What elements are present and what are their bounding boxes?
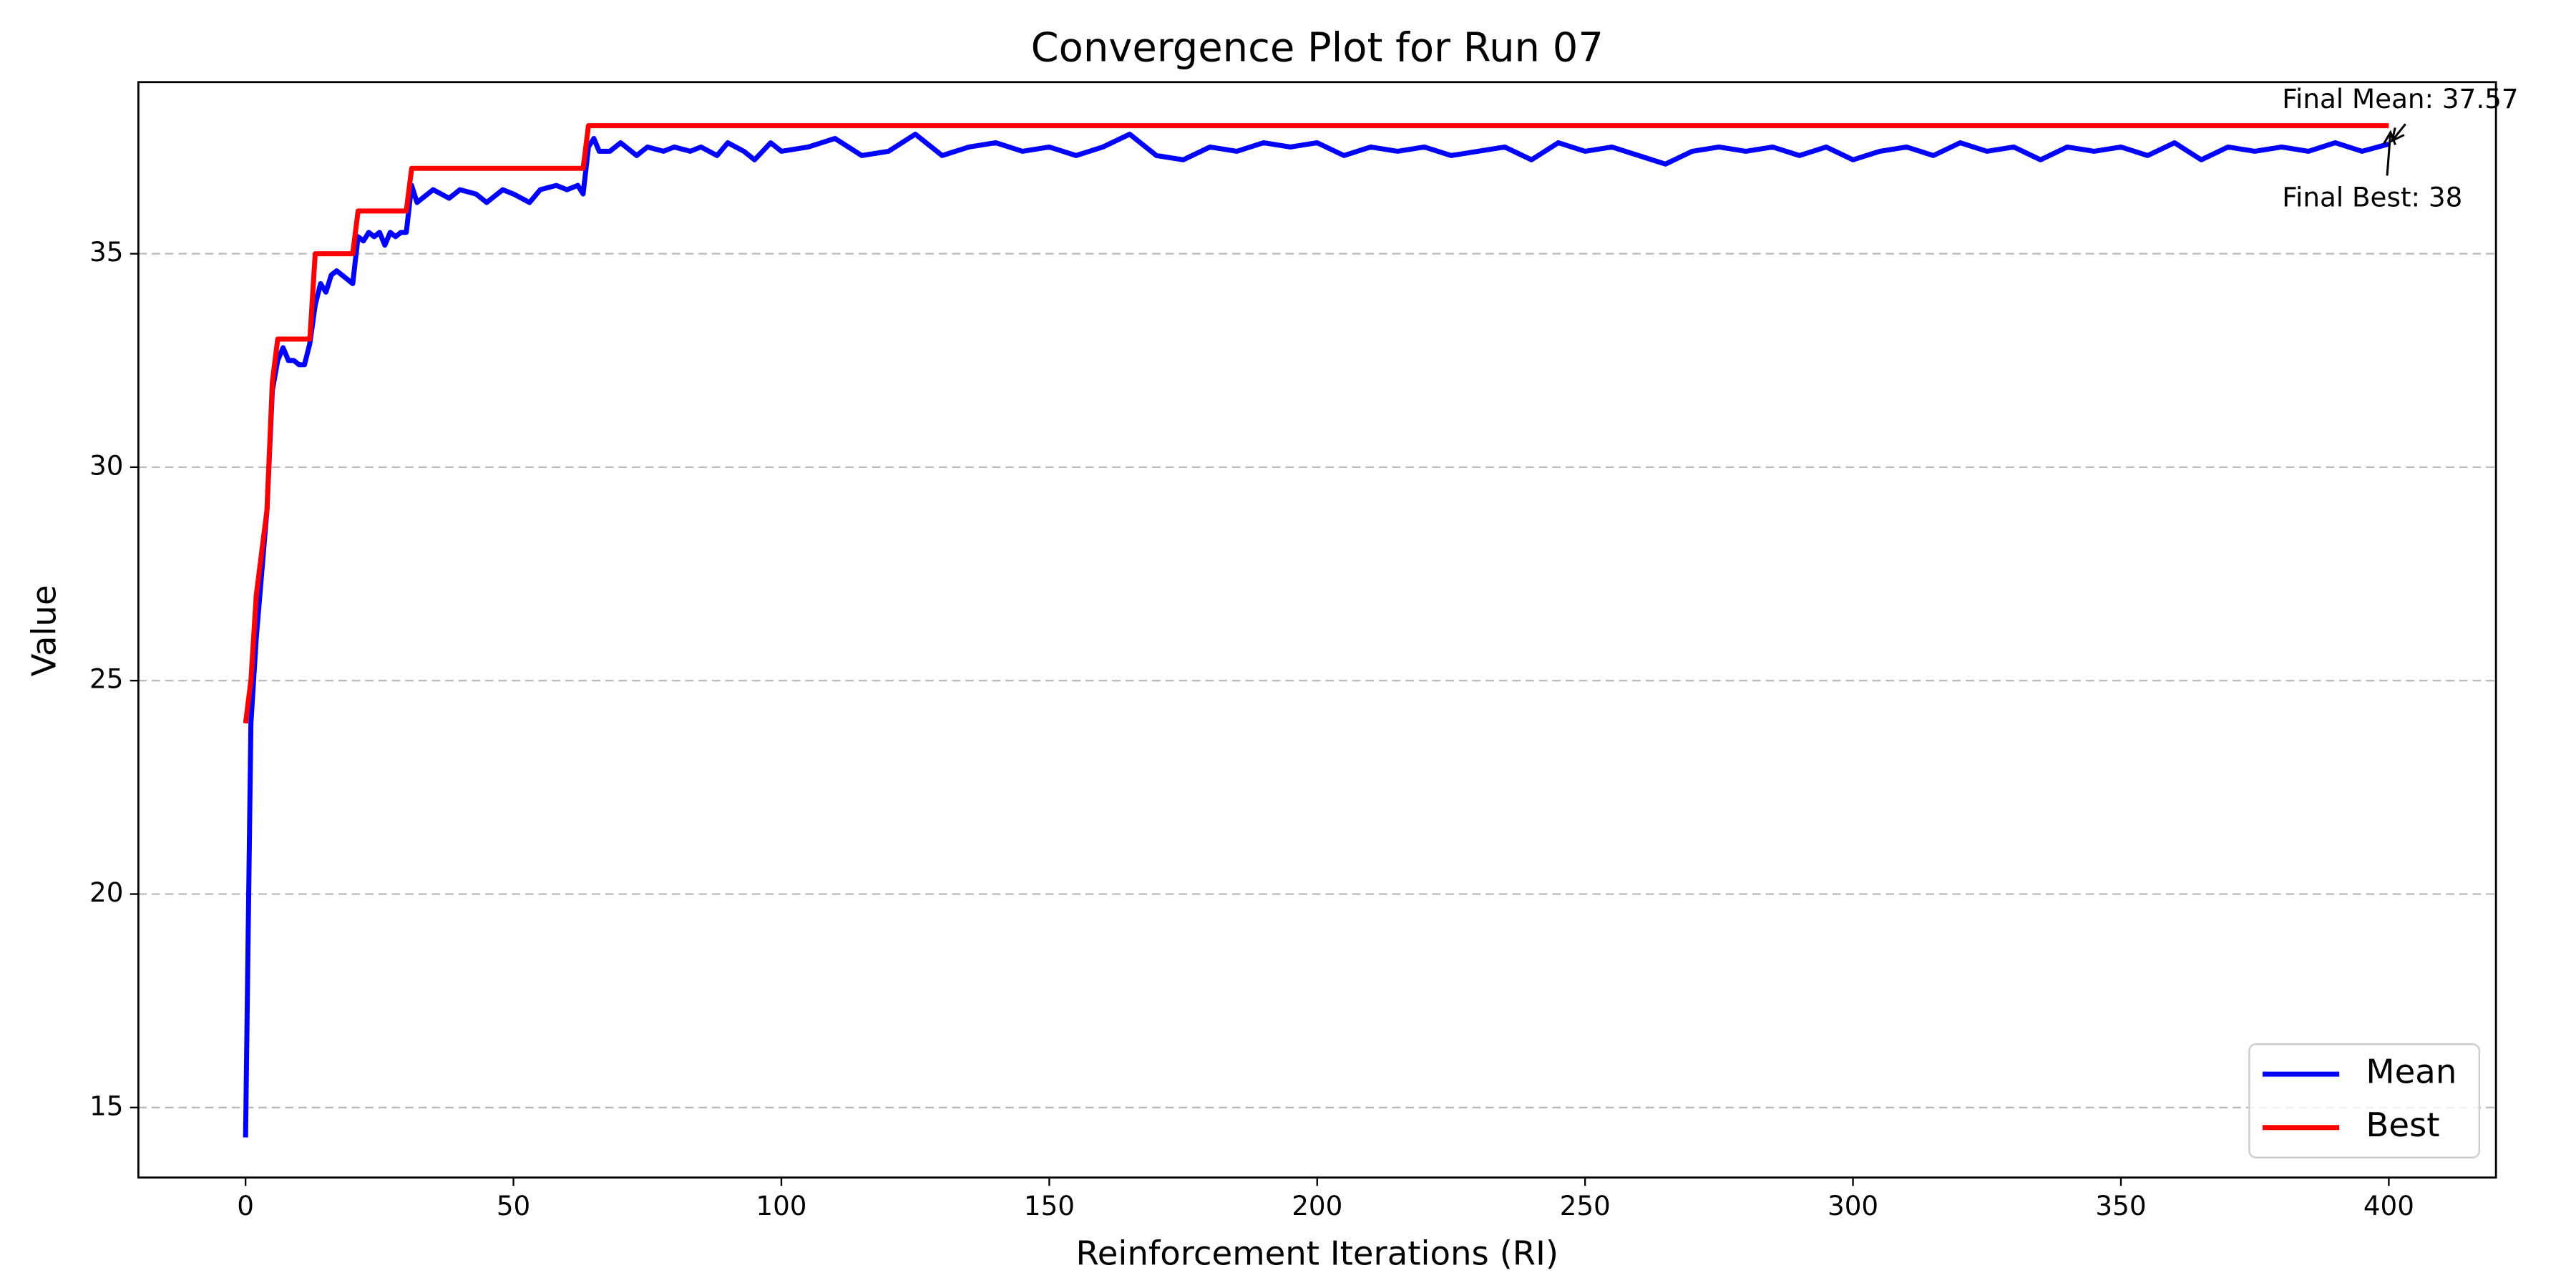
x-tick-label: 150 [1024, 1190, 1075, 1221]
x-tick-label: 350 [2095, 1190, 2146, 1221]
y-tick-label: 30 [89, 449, 123, 481]
x-tick-label: 200 [1292, 1190, 1342, 1221]
chart-title: Convergence Plot for Run 07 [1031, 25, 1604, 72]
y-axis-label: Value [25, 585, 64, 676]
annotation: Final Mean: 37.57 [2282, 83, 2518, 114]
x-axis-label: Reinforcement Iterations (RI) [1075, 1234, 1558, 1273]
x-tick-label: 400 [2363, 1190, 2414, 1221]
legend-label: Mean [2366, 1053, 2457, 1091]
x-tick-label: 0 [237, 1190, 254, 1221]
plot-frame [137, 81, 2497, 1179]
legend-label: Best [2366, 1106, 2439, 1144]
arrow-head [2390, 127, 2405, 143]
series-line [243, 132, 2390, 1138]
x-tick-label: 250 [1560, 1190, 1611, 1221]
x-tick-label: 100 [756, 1190, 806, 1221]
y-tick-label: 15 [89, 1090, 123, 1121]
y-tick-label: 20 [89, 877, 123, 908]
arrow-head [2383, 130, 2396, 145]
x-tick-label: 50 [497, 1190, 530, 1221]
y-tick-label: 25 [89, 663, 123, 695]
annotation-arrow [2391, 123, 2406, 142]
annotation: Final Best: 38 [2282, 182, 2462, 213]
y-tick-label: 35 [89, 236, 123, 268]
annotation-arrow [2386, 132, 2392, 176]
x-tick-label: 300 [1828, 1190, 1878, 1221]
series-line [243, 123, 2389, 724]
